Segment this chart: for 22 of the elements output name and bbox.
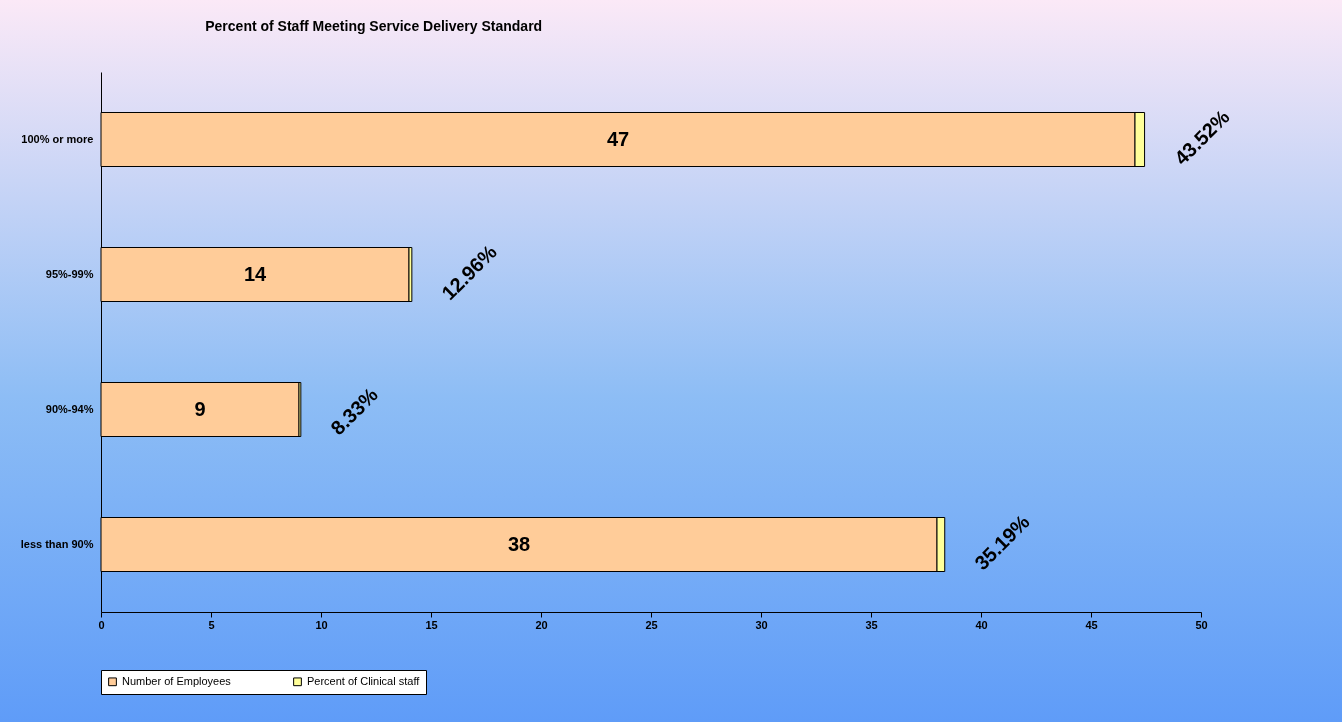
- x-tick-label: 0: [98, 618, 105, 631]
- x-tick-label: 45: [1085, 618, 1098, 631]
- data-label: 14: [243, 262, 267, 285]
- legend-label: Number of Employees: [122, 674, 232, 687]
- x-tick-label: 20: [535, 618, 548, 631]
- y-tick-label: 95%-99%: [45, 267, 94, 280]
- x-tick-label: 15: [425, 618, 438, 631]
- chart-title: Percent of Staff Meeting Service Delivery Standard: [205, 18, 543, 34]
- legend-label: Percent of Clinical staff: [307, 674, 421, 687]
- y-tick-label: 90%-94%: [45, 402, 94, 415]
- y-tick-label: less than 90%: [20, 537, 94, 550]
- x-tick-label: 40: [975, 618, 988, 631]
- x-tick-label: 5: [208, 618, 215, 631]
- x-tick-label: 10: [315, 618, 328, 631]
- x-tick-label: 50: [1195, 618, 1208, 631]
- data-label: 47: [606, 127, 630, 150]
- x-tick-label: 35: [865, 618, 878, 631]
- x-tick-label: 30: [755, 618, 768, 631]
- x-tick-label: 25: [645, 618, 658, 631]
- y-tick-label: 100% or more: [21, 132, 94, 145]
- data-label: 9: [194, 397, 206, 420]
- data-label: 38: [507, 532, 531, 555]
